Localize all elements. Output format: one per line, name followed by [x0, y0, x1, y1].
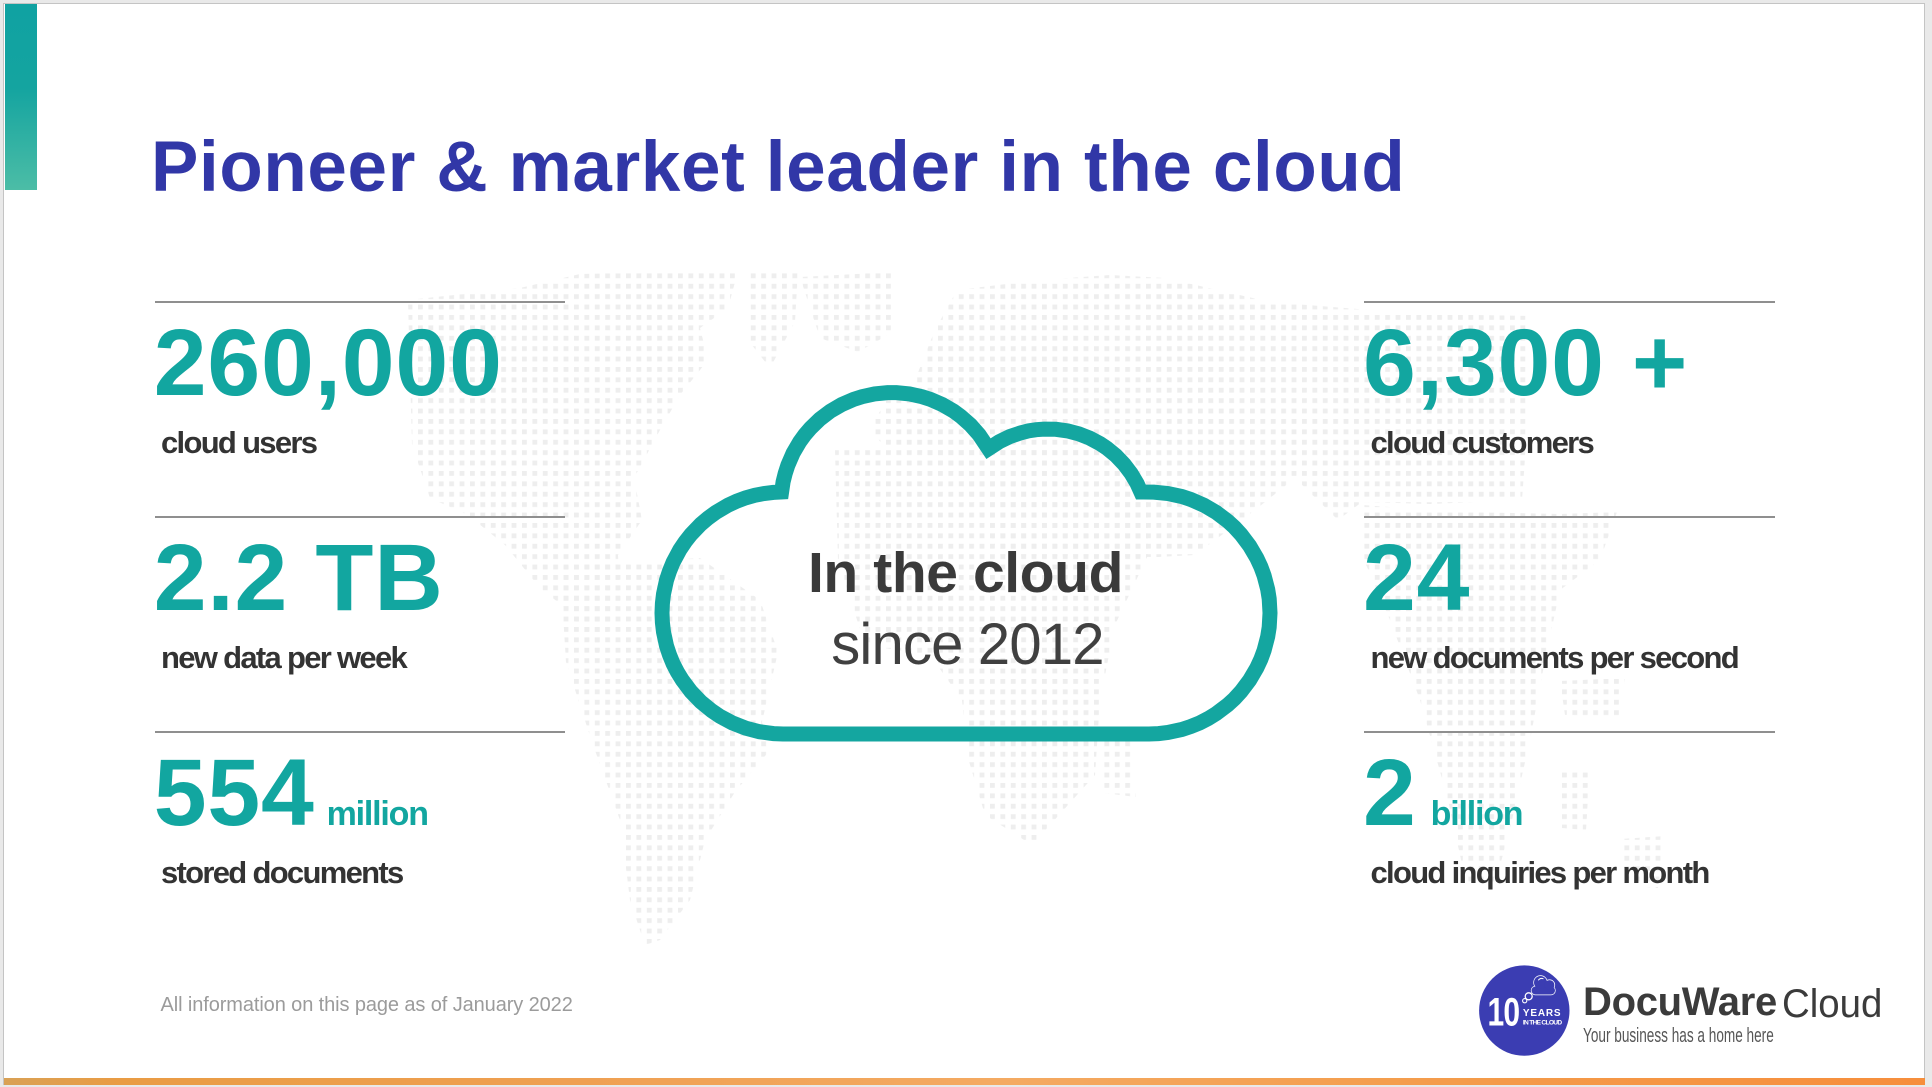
svg-text:YEARS: YEARS [1523, 1008, 1561, 1019]
svg-text:10: 10 [1488, 990, 1520, 1034]
svg-text:IN THE CLOUD: IN THE CLOUD [1523, 1019, 1562, 1026]
